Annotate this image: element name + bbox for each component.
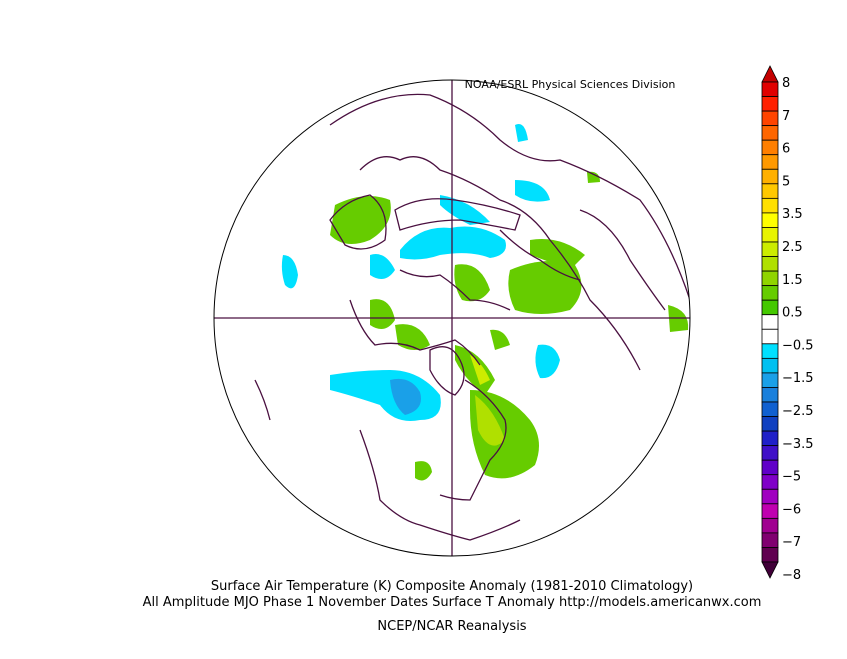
colorbar-label: −5 bbox=[782, 470, 801, 485]
map-border bbox=[213, 79, 691, 557]
colorbar-box bbox=[761, 459, 779, 476]
colorbar: 8 7 6 5 3.5 2.5 1.5 0.5 −0.5 −1.5 −2.5 −3.5 −5 −6 −7 −8 bbox=[761, 65, 814, 583]
colorbar-box bbox=[761, 299, 779, 316]
coastlines bbox=[254, 93, 690, 541]
anomaly-fields bbox=[281, 124, 689, 481]
colorbar-box bbox=[761, 168, 779, 185]
colorbar-box bbox=[761, 227, 779, 243]
colorbar-label: 3.5 bbox=[782, 207, 803, 222]
colorbar-box bbox=[761, 183, 779, 199]
colorbar-box bbox=[761, 401, 779, 417]
colorbar-box bbox=[761, 547, 779, 563]
colorbar-box bbox=[761, 285, 779, 301]
colorbar-box bbox=[761, 387, 779, 403]
colorbar-label: 2.5 bbox=[782, 240, 803, 255]
colorbar-box bbox=[761, 110, 779, 127]
colorbar-box bbox=[761, 96, 779, 112]
colorbar-box bbox=[761, 256, 779, 272]
colorbar-label: 0.5 bbox=[782, 306, 803, 321]
colorbar-box bbox=[761, 416, 779, 432]
colorbar-label: −7 bbox=[782, 535, 801, 550]
colorbar-label: −6 bbox=[782, 502, 801, 517]
colorbar-box bbox=[761, 125, 779, 141]
colorbar-label: 1.5 bbox=[782, 273, 803, 288]
colorbar-box bbox=[761, 445, 779, 461]
colorbar-box bbox=[761, 154, 779, 170]
colorbar-box bbox=[761, 343, 779, 359]
colorbar-box bbox=[761, 430, 779, 447]
colorbar-box bbox=[761, 197, 779, 214]
colorbar-label: −1.5 bbox=[782, 371, 814, 386]
colorbar-box bbox=[761, 270, 779, 287]
colorbar-label: 8 bbox=[782, 76, 790, 91]
colorbar-box bbox=[761, 357, 779, 374]
colorbar-box bbox=[761, 517, 779, 534]
colorbar-box bbox=[761, 488, 779, 505]
colorbar-label: 7 bbox=[782, 109, 790, 124]
colorbar-label: 5 bbox=[782, 174, 790, 189]
colorbar-box bbox=[761, 372, 779, 388]
caption-line: All Amplitude MJO Phase 1 November Dates… bbox=[143, 595, 762, 610]
colorbar-label: −2.5 bbox=[782, 404, 814, 419]
colorbar-box bbox=[761, 241, 779, 257]
colorbar-box bbox=[761, 139, 779, 156]
map bbox=[214, 80, 690, 556]
colorbar-label: −8 bbox=[782, 568, 801, 583]
colorbar-label: 6 bbox=[782, 142, 790, 157]
colorbar-box bbox=[761, 314, 779, 330]
caption-line: Surface Air Temperature (K) Composite An… bbox=[211, 579, 693, 594]
colorbar-box bbox=[761, 212, 779, 228]
colorbar-box bbox=[761, 532, 779, 548]
colorbar-arrow bbox=[761, 65, 779, 83]
colorbar-box bbox=[761, 328, 779, 345]
colorbar-box bbox=[761, 503, 779, 519]
colorbar-label: −0.5 bbox=[782, 338, 814, 353]
colorbar-arrow bbox=[761, 561, 779, 579]
colorbar-box bbox=[761, 474, 779, 490]
colorbar-box bbox=[761, 81, 779, 97]
source-label: NOAA/ESRL Physical Sciences Division bbox=[465, 78, 676, 91]
caption-line: NCEP/NCAR Reanalysis bbox=[377, 619, 526, 634]
colorbar-label: −3.5 bbox=[782, 437, 814, 452]
